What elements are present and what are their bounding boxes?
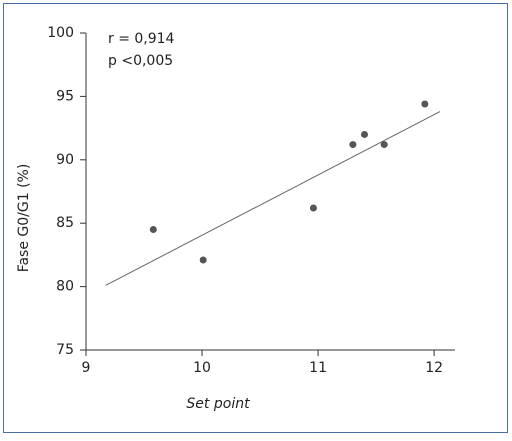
point (380, 141, 388, 149)
annotation: p <0,005 (108, 53, 173, 69)
x-tick-label: 12 (425, 360, 443, 376)
trend-line (105, 111, 441, 286)
frame (3, 3, 508, 433)
y-tick-label: 85 (56, 215, 74, 231)
annotation: r = 0,914 (108, 31, 175, 47)
point (360, 130, 368, 138)
point (149, 226, 157, 234)
x-tick-label: 11 (309, 360, 327, 376)
x-tick-label: 9 (82, 360, 91, 376)
x-axis-label: Set point (186, 396, 250, 412)
y-tick-label: 95 (56, 88, 74, 104)
point (199, 256, 207, 264)
point (309, 204, 317, 212)
y-tick-label: 75 (56, 342, 74, 358)
y-axis-label: Fase G0/G1 (%) (16, 164, 32, 273)
y-tick-label: 100 (47, 25, 74, 41)
y-tick-label: 90 (56, 152, 74, 168)
point (421, 100, 429, 108)
x-tick-label: 10 (193, 360, 211, 376)
y-tick-label: 80 (56, 279, 74, 295)
point (349, 141, 357, 149)
